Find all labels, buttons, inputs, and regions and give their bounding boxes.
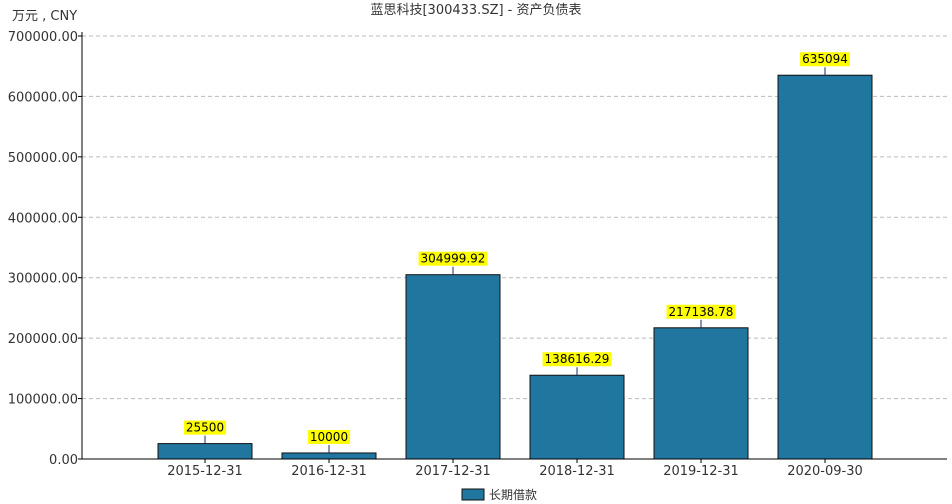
y-tick-label: 400000.00	[8, 211, 78, 226]
data-label-background	[307, 429, 351, 444]
data-label-2017-12-31: 304999.92	[418, 251, 488, 266]
bars	[157, 74, 873, 460]
data-label-background	[418, 251, 488, 266]
data-label-2020-09-30: 635094	[800, 52, 850, 67]
data-label-2015-12-31: 25500	[183, 420, 227, 435]
x-tick-label: 2016-12-31	[291, 464, 367, 479]
y-tick-label: 600000.00	[8, 90, 78, 105]
axes	[81, 32, 947, 460]
data-label-2018-12-31: 138616.29	[542, 352, 612, 367]
y-tick-label: 500000.00	[8, 151, 78, 166]
data-label-text: 25500	[186, 421, 224, 435]
legend-swatch	[461, 488, 485, 501]
y-tick-label: 0.00	[49, 453, 78, 468]
x-tick-label: 2019-12-31	[663, 464, 739, 479]
bar-2017-12-31[interactable]	[405, 274, 501, 460]
data-label-text: 304999.92	[421, 252, 486, 266]
y-axis-tick-labels: 0.00 100000.00 200000.00 300000.00 400000.00…	[8, 30, 82, 468]
bar-2018-12-31[interactable]	[529, 374, 625, 460]
bar-2020-09-30[interactable]	[777, 74, 873, 460]
x-tick-label: 2020-09-30	[787, 464, 863, 479]
data-label-text: 217138.78	[669, 305, 734, 319]
x-tick-label: 2015-12-31	[167, 464, 243, 479]
x-tick-label: 2017-12-31	[415, 464, 491, 479]
y-tick-label: 300000.00	[8, 272, 78, 287]
bar-2015-12-31[interactable]	[157, 443, 253, 460]
chart-title: 蓝思科技[300433.SZ] - 资产负债表	[370, 3, 581, 18]
x-tick-label: 2018-12-31	[539, 464, 615, 479]
y-axis-unit-label: 万元 , CNY	[12, 9, 77, 24]
data-label-text: 635094	[802, 52, 848, 66]
bar-2016-12-31[interactable]	[281, 452, 377, 460]
y-tick-label: 100000.00	[8, 393, 78, 408]
bar-2019-12-31[interactable]	[653, 327, 749, 460]
data-labels: 25500 10000 304999.92 138616.29 217138.78 635…	[183, 52, 850, 453]
data-label-background	[800, 52, 850, 67]
x-axis-tick-labels: 2015-12-31 2016-12-31 2017-12-31 2018-12-31…	[167, 459, 863, 479]
data-label-background	[666, 304, 736, 319]
data-label-2019-12-31: 217138.78	[666, 304, 736, 319]
y-tick-label: 200000.00	[8, 332, 78, 347]
data-label-text: 10000	[310, 430, 348, 444]
legend-label: 长期借款	[489, 488, 537, 502]
data-label-text: 138616.29	[545, 352, 610, 366]
y-tick-label: 700000.00	[8, 30, 78, 45]
legend[interactable]: 长期借款	[461, 488, 537, 502]
data-label-background	[542, 352, 612, 367]
data-label-2016-12-31: 10000	[307, 429, 351, 444]
data-label-background	[183, 420, 227, 435]
